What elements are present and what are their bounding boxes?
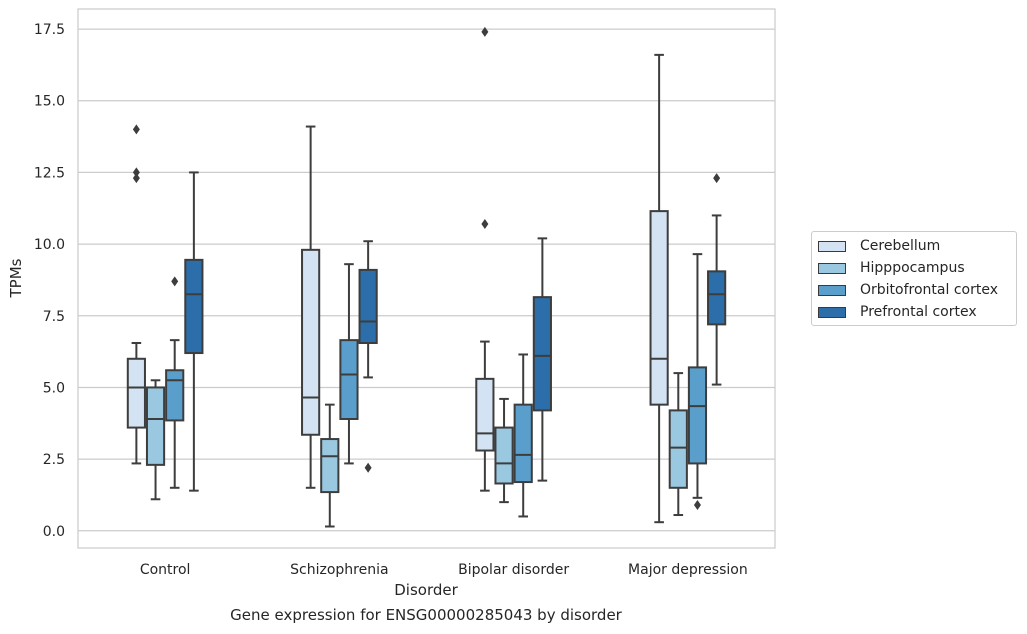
y-tick-label: 5.0 — [43, 380, 65, 396]
x-tick-label-major-depression: Major depression — [628, 562, 748, 578]
legend-label-orbitofrontal-cortex: Orbitofrontal cortex — [860, 282, 998, 298]
y-tick-label: 15.0 — [34, 94, 65, 110]
box-body — [475, 377, 495, 452]
outlier-point — [693, 499, 701, 510]
legend-item-prefrontal-cortex: Prefrontal cortex — [818, 302, 977, 322]
box-body — [668, 409, 688, 489]
box-prefrontal-cortex-schizophrenia — [358, 240, 378, 473]
outlier-point — [132, 124, 140, 135]
box-body — [320, 438, 340, 494]
box-hipppocampus-schizophrenia — [320, 403, 340, 528]
legend: Cerebellum Hipppocampus Orbitofrontal co… — [811, 231, 1017, 326]
outlier-point — [713, 173, 721, 184]
legend-label-hippocampus: Hipppocampus — [860, 260, 965, 276]
legend-swatch-hippocampus — [818, 262, 846, 274]
y-tick-label: 7.5 — [43, 309, 65, 325]
box-body — [126, 357, 146, 429]
legend-item-hippocampus: Hipppocampus — [818, 258, 965, 278]
boxes — [126, 26, 727, 528]
y-tick-label: 0.0 — [43, 524, 65, 540]
legend-swatch-cerebellum — [818, 240, 846, 252]
box-body — [358, 268, 378, 345]
box-orbitofrontal-cortex-control — [165, 276, 185, 489]
x-tick-label-bipolar-disorder: Bipolar disorder — [458, 562, 569, 578]
box-body — [145, 386, 166, 466]
legend-swatch-prefrontal-cortex — [818, 306, 846, 318]
chart-title: Gene expression for ENSG00000285043 by d… — [230, 606, 622, 624]
box-body — [532, 296, 552, 412]
box-cerebellum-schizophrenia — [301, 125, 321, 489]
legend-label-cerebellum: Cerebellum — [860, 238, 941, 254]
box-orbitofrontal-cortex-major-depression — [687, 253, 708, 510]
outlier-point — [132, 167, 140, 178]
box-cerebellum-control — [126, 124, 146, 465]
box-body — [707, 270, 727, 326]
box-cerebellum-major-depression — [649, 53, 669, 524]
box-prefrontal-cortex-bipolar-disorder — [532, 237, 552, 482]
legend-swatch-orbitofrontal-cortex — [818, 284, 846, 296]
box-body — [494, 426, 514, 485]
plot-frame — [77, 8, 776, 549]
box-body — [165, 369, 185, 422]
box-hipppocampus-major-depression — [668, 372, 688, 517]
box-body — [687, 366, 708, 465]
x-tick-label-control: Control — [140, 562, 191, 578]
box-prefrontal-cortex-control — [184, 171, 204, 492]
box-prefrontal-cortex-major-depression — [707, 173, 727, 386]
x-tick-label-schizophrenia: Schizophrenia — [290, 562, 388, 578]
y-tick-label: 12.5 — [34, 165, 65, 181]
outlier-point — [364, 462, 372, 473]
outlier-point — [132, 173, 140, 184]
outlier-point — [481, 26, 489, 37]
box-hipppocampus-bipolar-disorder — [494, 397, 514, 504]
y-axis-label: TPMs — [7, 258, 25, 298]
box-body — [649, 210, 669, 406]
box-body — [339, 339, 359, 420]
legend-item-orbitofrontal-cortex: Orbitofrontal cortex — [818, 280, 998, 300]
legend-label-prefrontal-cortex: Prefrontal cortex — [860, 304, 977, 320]
box-orbitofrontal-cortex-bipolar-disorder — [513, 353, 533, 518]
outlier-point — [171, 276, 179, 287]
y-tick-label: 17.5 — [34, 22, 65, 38]
x-axis-ticks: Control Schizophrenia Bipolar disorder Majo… — [140, 562, 748, 578]
box-body — [301, 248, 321, 436]
y-tick-label: 2.5 — [43, 452, 65, 468]
box-hipppocampus-control — [145, 379, 166, 501]
box-orbitofrontal-cortex-schizophrenia — [339, 263, 359, 465]
y-axis-ticks: 0.0 2.5 5.0 7.5 10.0 12.5 15.0 17.5 — [34, 22, 65, 540]
x-axis-label: Disorder — [394, 581, 458, 599]
outlier-point — [481, 219, 489, 230]
box-cerebellum-bipolar-disorder — [475, 26, 495, 492]
y-tick-label: 10.0 — [34, 237, 65, 253]
box-body — [513, 403, 533, 484]
box-body — [184, 258, 204, 355]
legend-item-cerebellum: Cerebellum — [818, 236, 940, 256]
